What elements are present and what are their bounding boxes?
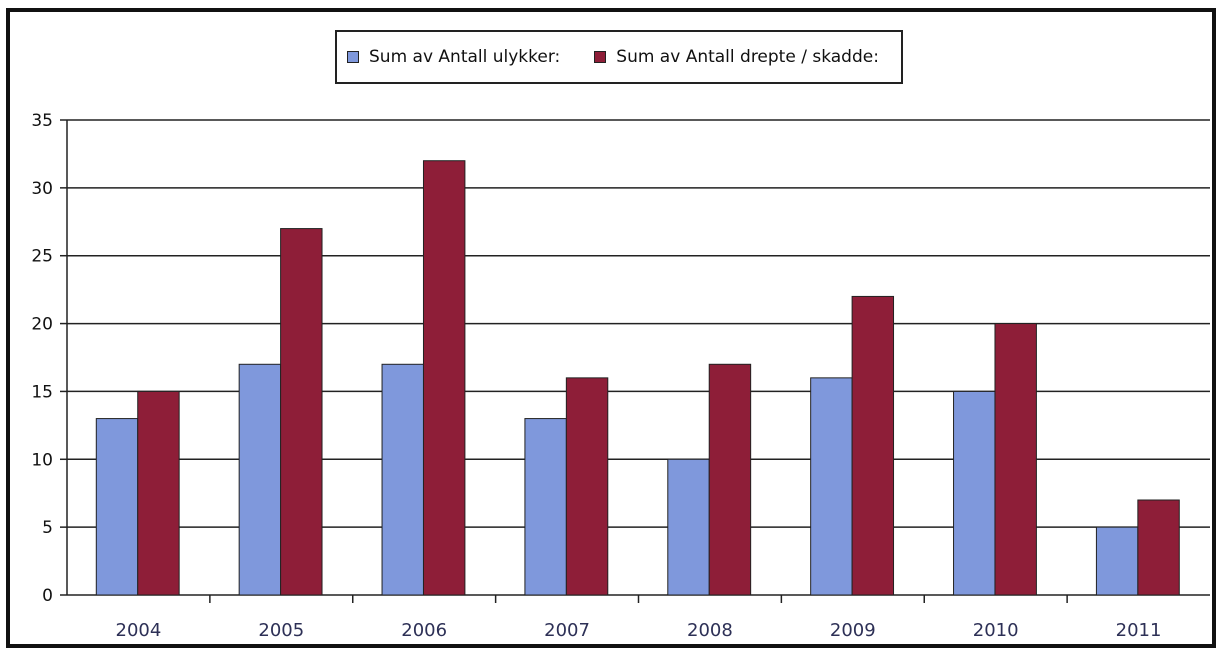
legend-label-ulykker: Sum av Antall ulykker: <box>369 47 561 67</box>
x-tick-label-2009: 2009 <box>830 620 876 641</box>
bar-2009-series-2 <box>851 295 895 596</box>
bar-2008-series-1 <box>667 458 710 596</box>
bar-2011-series-1 <box>1095 526 1139 596</box>
x-tick-label-2011: 2011 <box>1116 620 1162 641</box>
y-tick-label-20: 20 <box>31 315 53 335</box>
bar-2006-series-1 <box>381 363 424 596</box>
bar-2004-series-1 <box>95 418 139 596</box>
x-tick-label-2008: 2008 <box>687 620 733 641</box>
y-tick-label-15: 15 <box>31 382 53 402</box>
bar-2006-series-2 <box>422 160 466 596</box>
y-tick-label-5: 5 <box>42 518 53 538</box>
y-tick-label-25: 25 <box>31 247 53 267</box>
legend-label-drepte-skadde: Sum av Antall drepte / skadde: <box>616 47 879 67</box>
x-tick-label-2005: 2005 <box>258 620 304 641</box>
legend-item-ulykker: Sum av Antall ulykker: <box>347 47 560 67</box>
legend-swatch-drepte-skadde <box>594 51 607 63</box>
bar-2007-series-1 <box>524 418 567 596</box>
x-tick-label-2004: 2004 <box>116 620 162 641</box>
bar-2010-series-2 <box>994 323 1037 596</box>
bar-2007-series-2 <box>565 377 609 596</box>
bar-2005-series-1 <box>238 363 282 596</box>
legend-item-drepte-skadde: Sum av Antall drepte / skadde: <box>594 47 879 67</box>
y-tick-label-10: 10 <box>31 450 53 470</box>
x-tick-label-2010: 2010 <box>973 620 1019 641</box>
bar-2009-series-1 <box>810 377 853 596</box>
legend-swatch-ulykker <box>347 51 359 63</box>
bar-2004-series-2 <box>137 390 180 596</box>
legend: Sum av Antall ulykker: Sum av Antall dre… <box>335 30 903 84</box>
bar-2005-series-2 <box>280 228 323 596</box>
y-tick-label-35: 35 <box>31 111 53 131</box>
y-tick-label-30: 30 <box>31 179 53 199</box>
bar-2008-series-2 <box>708 363 752 596</box>
x-tick-label-2007: 2007 <box>544 620 590 641</box>
y-tick-label-0: 0 <box>42 586 53 606</box>
x-tick-label-2006: 2006 <box>401 620 447 641</box>
bar-2010-series-1 <box>953 390 996 596</box>
bar-2011-series-2 <box>1137 499 1180 596</box>
